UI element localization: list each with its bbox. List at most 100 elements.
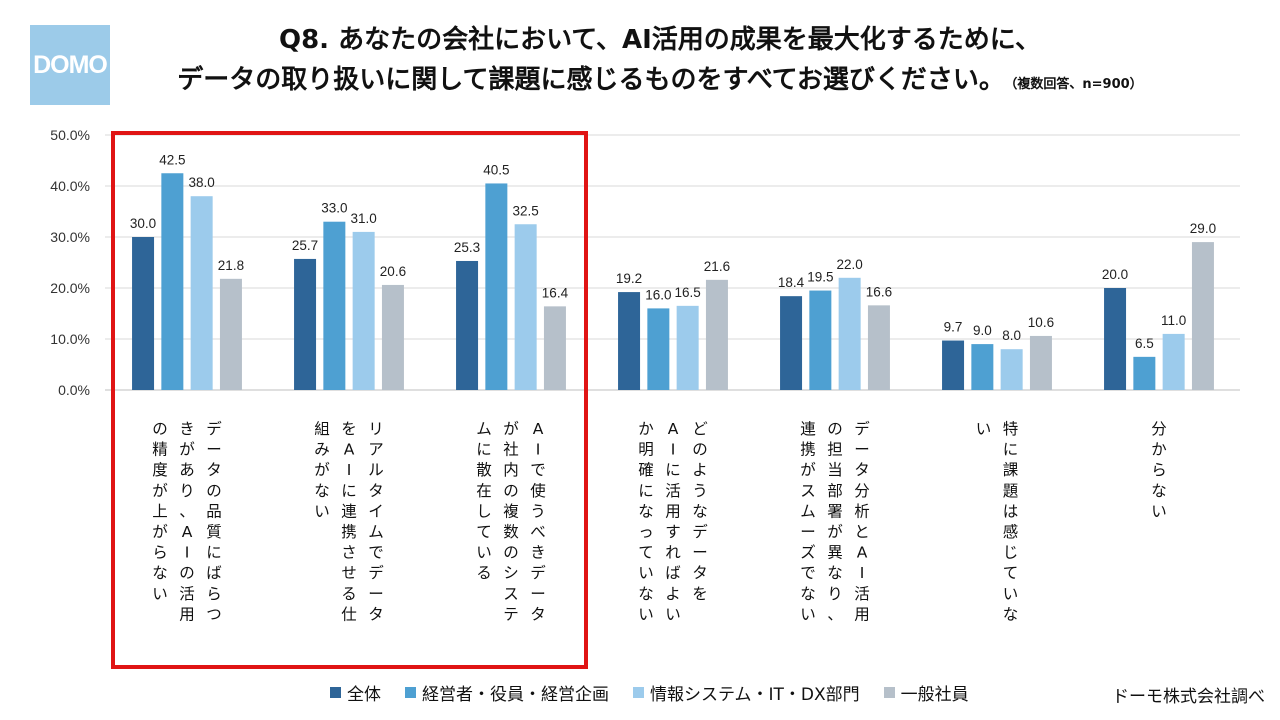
title-note: （複数回答、n=900） bbox=[1010, 77, 1143, 92]
category-label: A I に活用すればよい bbox=[665, 420, 681, 623]
y-tick-label: 50.0% bbox=[50, 127, 90, 143]
category-label: データの品質にばらつ bbox=[206, 419, 222, 623]
bar bbox=[942, 340, 965, 390]
bar bbox=[514, 224, 537, 390]
data-label: 21.6 bbox=[704, 259, 730, 274]
data-label: 9.7 bbox=[944, 320, 963, 335]
bar bbox=[161, 173, 184, 390]
data-label: 25.7 bbox=[292, 238, 318, 253]
y-tick-label: 0.0% bbox=[58, 382, 90, 398]
bar bbox=[132, 237, 155, 390]
data-label: 33.0 bbox=[321, 201, 347, 216]
data-label: 29.0 bbox=[1190, 221, 1216, 236]
data-label: 16.4 bbox=[542, 285, 569, 300]
bar bbox=[456, 260, 479, 390]
bar bbox=[1029, 335, 1052, 390]
data-label: 10.6 bbox=[1028, 315, 1054, 330]
data-label: 16.6 bbox=[866, 284, 892, 299]
data-label: 6.5 bbox=[1135, 336, 1154, 351]
category-label: ムに散在している bbox=[476, 420, 492, 582]
title-line2-text: データの取り扱いに関して課題に感じるものをすべてお選びください。 bbox=[177, 65, 1005, 95]
category-label: A I で使うべきデータ bbox=[530, 420, 546, 623]
bar bbox=[971, 344, 994, 390]
category-label: きがあり、 A I の活用 bbox=[179, 420, 195, 623]
chart-title: Q8. あなたの会社において、AI活用の成果を最大化するために、 データの取り扱… bbox=[130, 20, 1190, 105]
legend-label: 一般社員 bbox=[900, 685, 969, 705]
category-label: か明確になっていない bbox=[638, 420, 654, 623]
bar bbox=[676, 305, 699, 390]
data-label: 42.5 bbox=[159, 152, 185, 167]
logo-text: DOMO bbox=[33, 50, 108, 79]
category-label: どのようなデータを bbox=[692, 420, 708, 603]
bar bbox=[618, 292, 641, 390]
data-label: 20.6 bbox=[380, 264, 406, 279]
bar bbox=[381, 284, 404, 390]
legend: 全体 経営者・役員・経営企画 情報システム・IT・DX部門 一般社員 bbox=[330, 680, 969, 705]
legend-item: 情報システム・IT・DX部門 bbox=[633, 680, 860, 705]
bar bbox=[1104, 288, 1127, 390]
bar bbox=[294, 258, 317, 390]
data-label: 40.5 bbox=[483, 162, 509, 177]
bar bbox=[1162, 333, 1185, 390]
legend-swatch bbox=[330, 687, 341, 698]
legend-item: 経営者・役員・経営企画 bbox=[405, 680, 609, 705]
category-label: い bbox=[976, 420, 992, 438]
data-label: 25.3 bbox=[454, 240, 480, 255]
bar bbox=[219, 278, 242, 390]
bar bbox=[838, 277, 861, 390]
category-label: 組みがない bbox=[314, 420, 330, 520]
legend-item: 全体 bbox=[330, 680, 381, 705]
title-line2: データの取り扱いに関して課題に感じるものをすべてお選びください。 （複数回答、n=… bbox=[130, 60, 1190, 105]
data-label: 19.2 bbox=[616, 271, 642, 286]
data-label: 19.5 bbox=[807, 270, 833, 285]
y-tick-label: 20.0% bbox=[50, 280, 90, 296]
data-label: 8.0 bbox=[1002, 328, 1021, 343]
bar bbox=[867, 305, 890, 390]
category-label: データ分析と A I 活用 bbox=[854, 419, 870, 623]
bar bbox=[190, 196, 213, 390]
category-label: 特に課題は感じていな bbox=[1003, 420, 1019, 623]
data-label: 38.0 bbox=[189, 175, 215, 190]
data-label: 22.0 bbox=[837, 257, 863, 272]
legend-swatch bbox=[883, 687, 895, 698]
y-tick-label: 10.0% bbox=[50, 331, 90, 347]
data-label: 18.4 bbox=[778, 275, 805, 290]
category-label: 分からない bbox=[1151, 420, 1167, 520]
legend-item: 一般社員 bbox=[883, 680, 969, 705]
bar bbox=[1133, 356, 1156, 390]
domo-logo: DOMO bbox=[30, 25, 110, 105]
data-label: 31.0 bbox=[351, 211, 377, 226]
category-label: を A I に連携させる仕 bbox=[341, 420, 357, 623]
legend-label: 経営者・役員・経営企画 bbox=[422, 685, 609, 705]
data-label: 9.0 bbox=[973, 323, 992, 338]
legend-swatch bbox=[633, 687, 644, 698]
y-tick-label: 40.0% bbox=[50, 178, 90, 194]
category-label: リアルタイムでデータ bbox=[368, 420, 384, 623]
category-label: 連携がスムーズでない bbox=[800, 420, 816, 623]
legend-label: 情報システム・IT・DX部門 bbox=[650, 685, 860, 705]
data-label: 16.5 bbox=[675, 285, 701, 300]
bar bbox=[1000, 349, 1023, 390]
category-label: が社内の複数のシステ bbox=[503, 420, 519, 623]
bar bbox=[352, 231, 375, 390]
bar bbox=[543, 306, 566, 390]
data-label: 16.0 bbox=[645, 287, 671, 302]
bar bbox=[323, 221, 346, 390]
data-label: 30.0 bbox=[130, 216, 156, 231]
bar bbox=[705, 279, 728, 390]
data-label: 32.5 bbox=[513, 203, 539, 218]
bar bbox=[485, 183, 508, 390]
bar bbox=[809, 290, 832, 390]
data-label: 21.8 bbox=[218, 258, 244, 273]
bar bbox=[647, 308, 670, 390]
category-label: の担当部署が異なり、 bbox=[827, 420, 843, 623]
y-tick-label: 30.0% bbox=[50, 229, 90, 245]
bar bbox=[1191, 242, 1214, 390]
legend-label: 全体 bbox=[347, 685, 381, 705]
data-label: 11.0 bbox=[1161, 313, 1186, 328]
highlight-box bbox=[111, 131, 588, 669]
source-note: ドーモ株式会社調べ bbox=[1112, 687, 1265, 707]
title-line1: Q8. あなたの会社において、AI活用の成果を最大化するために、 bbox=[278, 25, 1042, 55]
legend-swatch bbox=[405, 687, 416, 698]
